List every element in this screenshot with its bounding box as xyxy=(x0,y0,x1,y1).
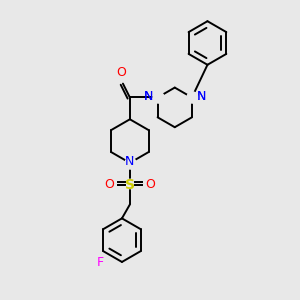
Text: N: N xyxy=(143,90,153,103)
Text: N: N xyxy=(125,155,135,168)
Text: O: O xyxy=(146,178,156,191)
Text: N: N xyxy=(197,90,206,103)
Text: S: S xyxy=(125,178,135,192)
Text: O: O xyxy=(104,178,114,191)
Text: N: N xyxy=(197,90,206,103)
Text: O: O xyxy=(116,66,126,79)
Text: N: N xyxy=(143,90,153,103)
Text: F: F xyxy=(97,256,104,269)
Text: N: N xyxy=(125,155,135,168)
